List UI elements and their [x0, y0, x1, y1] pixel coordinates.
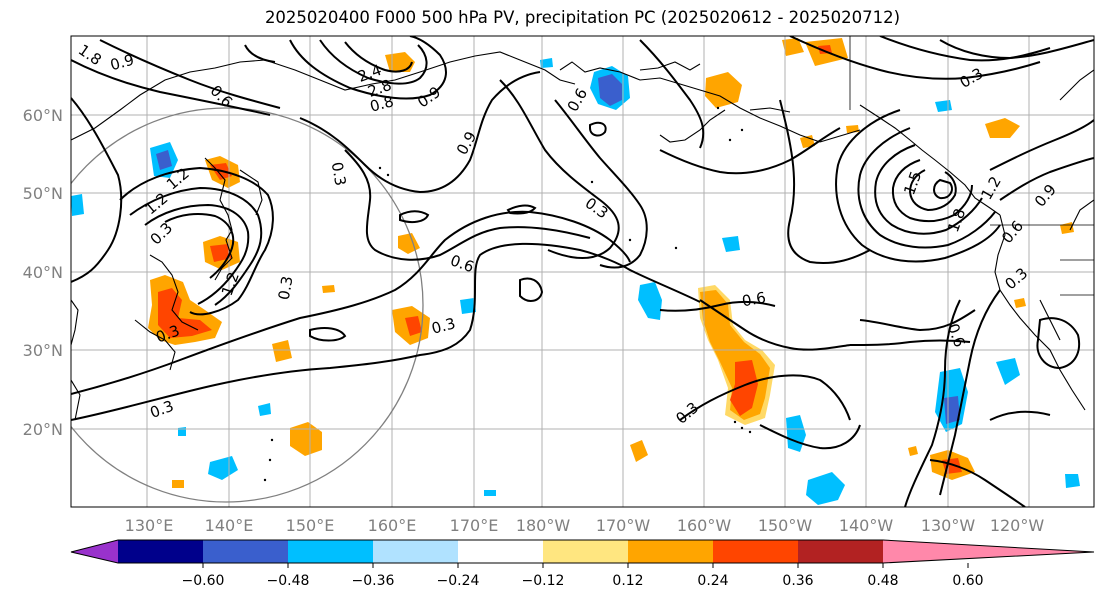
reference-circle	[71, 107, 424, 503]
lat-labels: 60°N 50°N 40°N 30°N 20°N	[23, 106, 63, 439]
lon-label-150e: 150°E	[286, 516, 335, 535]
lon-label-160e: 160°E	[368, 516, 417, 535]
pv-label-0.3-e: 0.3	[430, 314, 458, 338]
lat-label-20: 20°N	[23, 420, 63, 439]
colorbar-tick-label: −0.24	[437, 573, 480, 589]
colorbar-bin	[288, 540, 373, 563]
map-frame	[70, 35, 1095, 508]
colorbar-bin	[203, 540, 288, 563]
colorbar-extend-high	[883, 540, 1094, 563]
colorbar-bin	[373, 540, 458, 563]
pv-label-0.6-d: 0.6	[741, 288, 768, 310]
colorbar-extend-low	[71, 540, 118, 563]
colorbar-tick-label: −0.12	[522, 573, 565, 589]
lon-labels: 130°E 140°E 150°E 160°E 170°E 180°W 170°…	[125, 516, 1045, 535]
lon-label-140e: 140°E	[205, 516, 254, 535]
colorbar-tick-label: 0.12	[612, 573, 643, 589]
pv-label-0.9-nw: 0.9	[108, 51, 136, 75]
grid-lines	[71, 36, 1094, 507]
lat-label-30: 30°N	[23, 341, 63, 360]
colorbar-tick-label: 0.60	[952, 573, 983, 589]
map-title: 2025020400 F000 500 hPa PV, precipitatio…	[264, 8, 901, 27]
map-area: 1.8 0.9 0.6 1.2 0.3 2.4 2.8 0.9 0.9 0.3 …	[71, 36, 1094, 507]
pv-contours	[71, 36, 1094, 507]
colorbar-tick-label: 0.24	[697, 573, 728, 589]
pv-label-0.8: 0.8	[368, 92, 396, 116]
lon-label-160w: 160°W	[677, 516, 732, 535]
pv-label-0.3-d: 0.3	[275, 275, 297, 302]
colorbar-tick-label: −0.60	[182, 573, 225, 589]
colorbar-bin	[543, 540, 628, 563]
lat-label-40: 40°N	[23, 263, 63, 282]
colorbar-tick-label: 0.48	[867, 573, 898, 589]
lon-label-180w: 180°W	[516, 516, 571, 535]
borders	[849, 36, 1094, 296]
lon-label-150w: 150°W	[758, 516, 813, 535]
colorbar-tick-label: −0.48	[267, 573, 310, 589]
colorbar-ticks	[202, 563, 969, 568]
colorbar-tick-label: −0.36	[352, 573, 395, 589]
colorbar-outline	[70, 539, 1095, 564]
lon-label-120w: 120°W	[990, 516, 1045, 535]
colorbar-bin	[458, 540, 543, 563]
colorbar-bin	[798, 540, 883, 563]
lon-label-140w: 140°W	[839, 516, 894, 535]
lat-label-50: 50°N	[23, 184, 63, 203]
pv-label-0.3-b: 0.3	[328, 161, 350, 188]
lon-label-130e: 130°E	[125, 516, 174, 535]
lon-label-170w: 170°W	[596, 516, 651, 535]
colorbar-tick-label: 0.36	[782, 573, 813, 589]
lat-label-60: 60°N	[23, 106, 63, 125]
islands-dots	[263, 106, 752, 482]
colorbar-bin	[713, 540, 798, 563]
lon-label-130w: 130°W	[921, 516, 976, 535]
lon-label-170e: 170°E	[450, 516, 499, 535]
colorbar-bin	[118, 540, 203, 563]
colorbar: −0.60 −0.48 −0.36 −0.24 −0.12 0.12 0.24 …	[70, 539, 1095, 589]
colorbar-bin	[628, 540, 713, 563]
